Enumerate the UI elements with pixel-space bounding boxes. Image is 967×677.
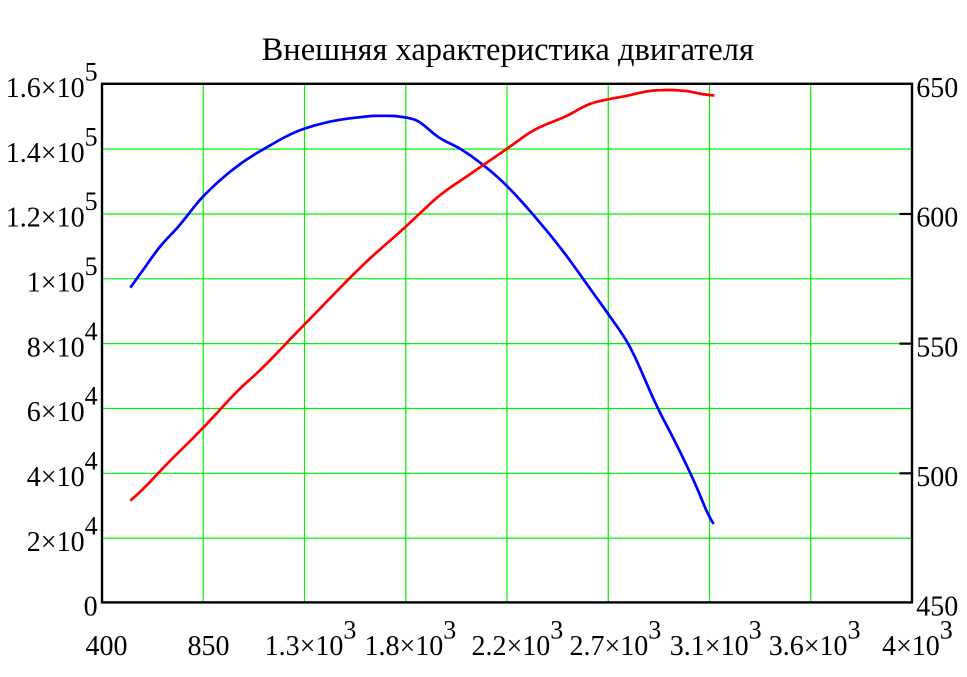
svg-text:0: 0: [84, 592, 98, 623]
svg-text:650: 650: [916, 73, 958, 104]
svg-text:550: 550: [916, 332, 958, 363]
svg-text:450: 450: [916, 592, 958, 623]
svg-text:400: 400: [86, 631, 128, 662]
svg-text:600: 600: [916, 203, 958, 234]
svg-text:850: 850: [188, 631, 230, 662]
svg-text:Внешняя характеристика двигате: Внешняя характеристика двигателя: [262, 32, 754, 68]
svg-text:500: 500: [916, 462, 958, 493]
